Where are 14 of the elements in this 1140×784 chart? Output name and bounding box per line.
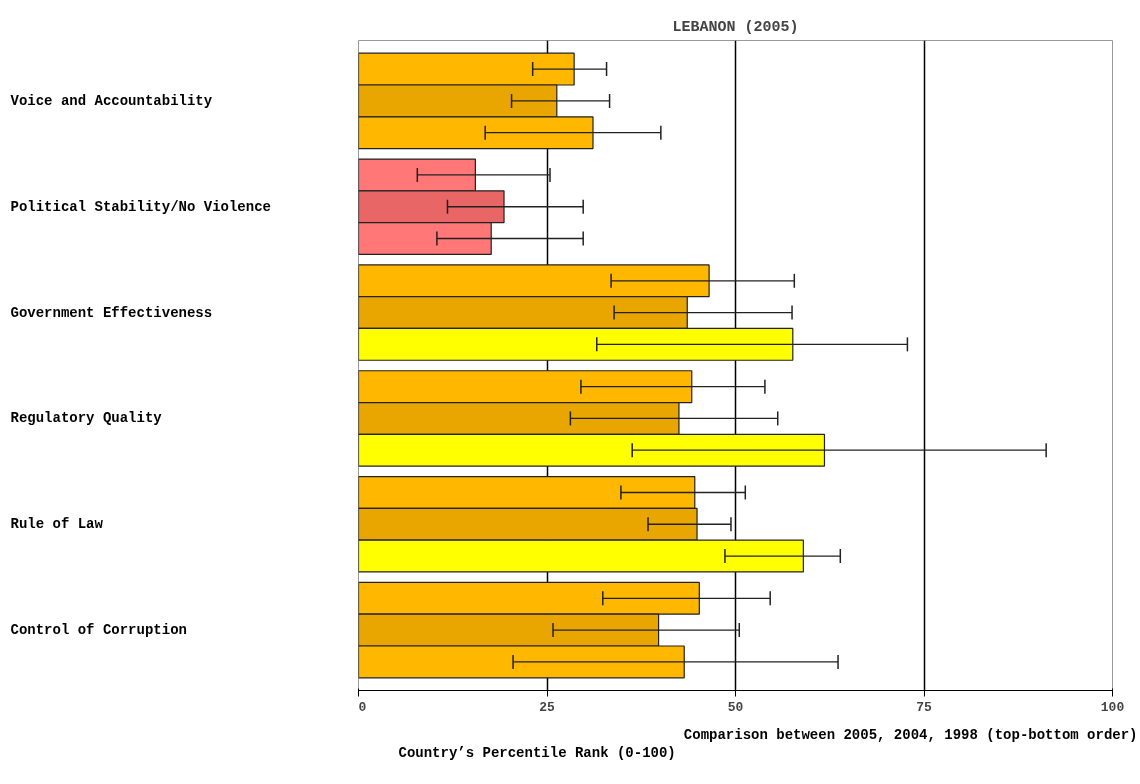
y-tick-label: Political Stability/No Violence bbox=[10, 198, 271, 215]
chart-title: LEBANON (2005) bbox=[672, 18, 799, 36]
y-tick-label: Regulatory Quality bbox=[10, 410, 163, 427]
x-tick-label: 50 bbox=[727, 699, 744, 715]
x-tick-label: 0 bbox=[358, 699, 367, 715]
x-tick-label: 100 bbox=[1100, 699, 1125, 715]
y-tick-label: Control of Corruption bbox=[10, 622, 187, 639]
y-tick-label: Government Effectiveness bbox=[10, 304, 213, 321]
x-axis-title: Country’s Percentile Rank (0-100) bbox=[398, 744, 676, 761]
x-tick-label: 25 bbox=[539, 699, 555, 715]
x-tick-label: 75 bbox=[916, 699, 932, 715]
y-tick-label: Voice and Accountability bbox=[10, 92, 213, 109]
y-tick-label: Rule of Law bbox=[10, 516, 104, 533]
text: Comparison between 2005, 2004, 1998 (top-bottom order) bbox=[683, 726, 1138, 743]
